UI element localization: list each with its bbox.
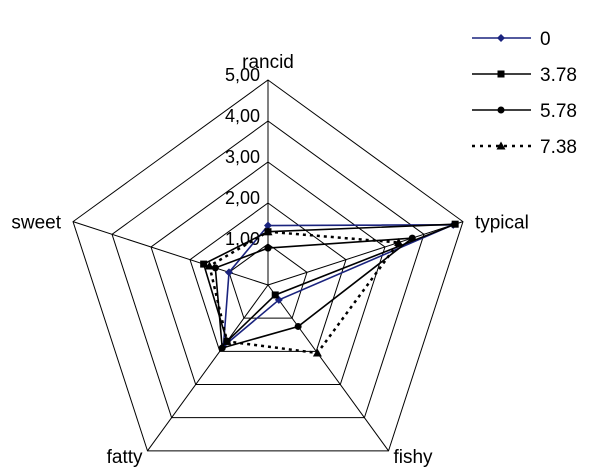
legend-item-7.38: 7.38: [472, 137, 577, 158]
point-3.78-sweet: [200, 260, 208, 268]
legend-marker-triangle: [496, 141, 506, 150]
axis-spoke: [267, 221, 464, 286]
series-layer: [200, 220, 459, 357]
point-3.78-typical: [451, 220, 459, 228]
legend-label: 0: [540, 29, 551, 50]
grid-ring: [189, 202, 347, 352]
axis-label-rancid: rancid: [242, 52, 294, 73]
legend-marker-circle: [497, 106, 505, 114]
tick-label: 2,00: [225, 188, 260, 208]
axis-label-fatty: fatty: [107, 447, 143, 468]
tick-labels: 1,00 2,00 3,00 4,00 5,00: [225, 65, 260, 249]
grid-ring: [228, 243, 308, 319]
series-7.38: [205, 227, 404, 357]
grid-ring: [150, 161, 386, 386]
legend-item-0: 0: [472, 29, 551, 50]
tick-label: 5,00: [225, 65, 260, 85]
point-7.38-rancid: [263, 227, 273, 236]
legend-label: 7.38: [540, 137, 577, 158]
point-0-rancid: [264, 221, 272, 230]
axis-labels: rancid typical fishy fatty sweet: [11, 52, 528, 468]
series-line-5.78: [214, 237, 415, 350]
axis-label-typical: typical: [475, 213, 529, 234]
tick-label: 1,00: [225, 229, 260, 249]
legend: 0 3.78 5.78 7.38: [472, 29, 577, 158]
point-7.38-sweet: [205, 261, 215, 270]
tick-label: 4,00: [225, 106, 260, 126]
series-line-3.78: [202, 223, 456, 343]
point-3.78-fishy: [271, 291, 279, 299]
radar-grid: [72, 79, 464, 452]
axis-spoke: [147, 284, 269, 452]
axis-spoke: [72, 221, 269, 286]
axis-label-fishy: fishy: [393, 447, 433, 468]
grid-ring: [111, 120, 425, 419]
legend-label: 5.78: [540, 101, 577, 122]
tick-label: 3,00: [225, 147, 260, 167]
legend-item-5.78: 5.78: [472, 101, 577, 122]
point-7.38-fatty: [222, 336, 232, 345]
legend-label: 3.78: [540, 65, 577, 86]
legend-item-3.78: 3.78: [472, 65, 577, 86]
point-5.78-sweet: [211, 264, 219, 272]
point-5.78-fatty: [218, 344, 226, 352]
point-0-sweet: [225, 268, 234, 277]
point-7.38-fishy: [312, 348, 322, 357]
legend-marker-square: [497, 70, 505, 78]
legend-marker-diamond: [497, 34, 505, 42]
point-5.78-rancid: [264, 244, 272, 252]
point-5.78-typical: [408, 234, 416, 242]
grid-ring: [72, 79, 464, 452]
axis-spoke: [267, 284, 389, 452]
axis-label-sweet: sweet: [11, 213, 61, 234]
point-5.78-fishy: [294, 322, 302, 330]
series-5.78: [211, 234, 416, 352]
point-7.38-typical: [394, 238, 404, 247]
